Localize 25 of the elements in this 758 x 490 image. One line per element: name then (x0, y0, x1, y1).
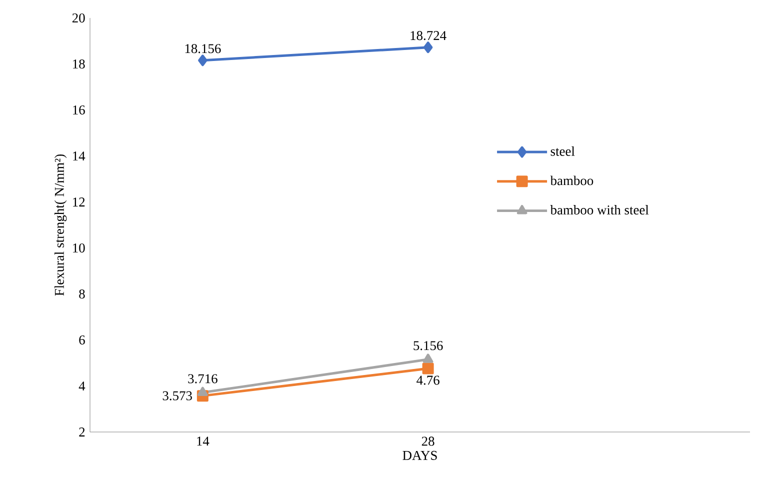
data-label: 4.76 (416, 376, 440, 385)
legend-label: bamboo with steel (550, 205, 649, 215)
x-axis-title: DAYS (402, 450, 437, 460)
data-label: 18.724 (410, 31, 446, 40)
data-label: 18.156 (185, 44, 221, 54)
y-tick-label: 6 (79, 335, 85, 345)
y-tick-label: 4 (78, 382, 86, 390)
y-tick-label: 12 (73, 198, 85, 206)
data-label: 3.716 (188, 374, 218, 384)
y-tick-label: 8 (79, 289, 85, 299)
y-axis-title: Flexural strenght( N/mm²) (54, 154, 67, 296)
point (198, 54, 208, 66)
point (423, 42, 433, 54)
y-tick-label: 14 (73, 152, 86, 160)
legend-label: steel (550, 146, 575, 156)
x-tick-label: 28 (422, 436, 434, 446)
y-tick-label: 16 (73, 105, 85, 115)
y-tick-label: 10 (73, 243, 85, 253)
y-tick-label: 2 (79, 428, 85, 436)
y-tick-label: 20 (72, 13, 85, 23)
data-label: 5.156 (414, 341, 443, 350)
legend-label: bamboo (550, 176, 594, 186)
data-label: 3.573 (162, 391, 192, 400)
point (422, 362, 434, 374)
y-tick-label: 18 (73, 59, 85, 69)
